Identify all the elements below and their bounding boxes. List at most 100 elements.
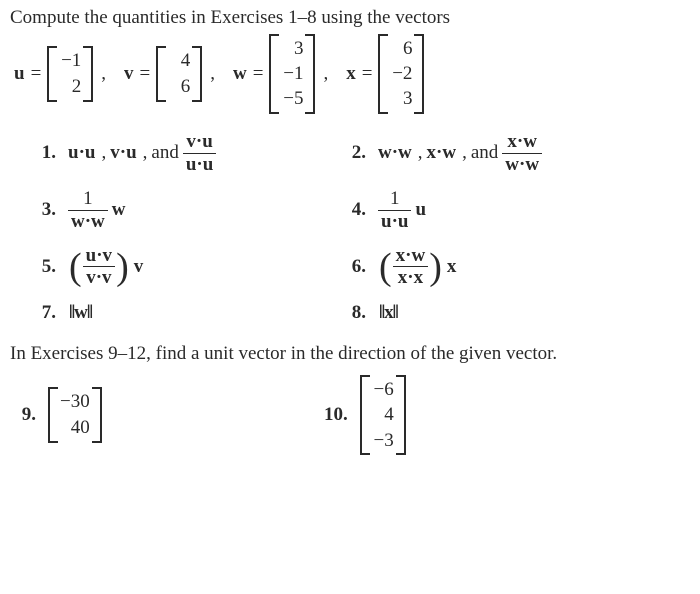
matrix-10: −6 4 −3: [360, 375, 406, 455]
e1-frac-bot: u·u: [183, 154, 216, 175]
matrix-w: 3 −1 −5: [269, 34, 315, 114]
u-1: 2: [59, 75, 81, 99]
intro-text: Compute the quantities in Exercises 1–8 …: [10, 6, 690, 30]
e5-right: v: [134, 256, 144, 278]
ex5-body: ( u·v v·v ) v: [68, 246, 143, 289]
e3-frac: 1 w·w: [68, 189, 108, 232]
page: Compute the quantities in Exercises 1–8 …: [0, 0, 700, 465]
e6-frac: x·w x·x: [393, 246, 429, 289]
exercise-7: 7. ‖w‖: [34, 302, 334, 324]
ex-num-3: 3.: [34, 199, 56, 221]
e1-frac: v·u u·u: [183, 132, 216, 175]
section-9-12-intro: In Exercises 9–12, find a unit vector in…: [10, 342, 690, 367]
equals: =: [253, 63, 264, 85]
exercise-2: 2. w·w, x·w, and x·w w·w: [344, 132, 700, 175]
matrix-v: 4 6: [156, 46, 202, 102]
e5-bot: v·v: [83, 267, 114, 288]
vector-definitions: u = −1 2 , v = 4 6: [14, 34, 690, 114]
ex10-1: 4: [372, 403, 394, 427]
e6-top: x·w: [393, 246, 429, 267]
exercise-3: 3. 1 w·w w: [34, 189, 334, 232]
def-w: w = 3 −1 −5 ,: [233, 34, 328, 114]
ex-num-2: 2.: [344, 142, 366, 164]
equals: =: [140, 63, 151, 85]
equals: =: [362, 63, 373, 85]
and: and: [471, 142, 498, 164]
ex-num-8: 8.: [344, 302, 366, 324]
e4-frac: 1 u·u: [378, 189, 411, 232]
e4-right: u: [415, 199, 426, 221]
exercise-6: 6. ( x·w x·x ) x: [344, 246, 700, 289]
vec-x-name: x: [346, 63, 356, 85]
e6-paren: ( x·w x·x ): [378, 246, 443, 289]
x-2: 3: [390, 87, 412, 111]
ex4-body: 1 u·u u: [378, 189, 426, 232]
ex-num-1: 1.: [34, 142, 56, 164]
e2-frac-top: x·w: [504, 132, 540, 153]
e3-right: w: [112, 199, 126, 221]
ex2-body: w·w, x·w, and x·w w·w: [378, 132, 542, 175]
exercise-grid-1-8: 1. u·u, v·u, and v·u u·u 2. w·w, x·w, an…: [34, 132, 690, 325]
comma: ,: [99, 63, 106, 85]
ex-num-9: 9.: [14, 404, 36, 426]
e3-top: 1: [80, 189, 96, 210]
ex-num-5: 5.: [34, 256, 56, 278]
matrix-x: 6 −2 3: [378, 34, 424, 114]
vec-u-name: u: [14, 63, 25, 85]
v-0: 4: [168, 49, 190, 73]
w-1: −1: [281, 62, 303, 86]
matrix-9: −30 40: [48, 387, 102, 443]
vec-w-name: w: [233, 63, 247, 85]
exercise-1: 1. u·u, v·u, and v·u u·u: [34, 132, 334, 175]
exercise-5: 5. ( u·v v·v ) v: [34, 246, 334, 289]
e2-xw: x·w: [427, 142, 457, 164]
ex-num-6: 6.: [344, 256, 366, 278]
x-1: −2: [390, 62, 412, 86]
ex-num-10: 10.: [324, 404, 348, 426]
def-x: x = 6 −2 3: [346, 34, 424, 114]
matrix-u: −1 2: [47, 46, 93, 102]
ex-num-4: 4.: [344, 199, 366, 221]
comma: ,: [321, 63, 328, 85]
exercise-grid-9-10: 9. −30 40 10. −6 4 −3: [14, 375, 690, 455]
e2-frac-bot: w·w: [502, 154, 542, 175]
ex10-0: −6: [372, 378, 394, 402]
e5-top: u·v: [83, 246, 115, 267]
exercise-10: 10. −6 4 −3: [324, 375, 684, 455]
w-2: −5: [281, 87, 303, 111]
comma: ,: [208, 63, 215, 85]
ex1-body: u·u, v·u, and v·u u·u: [68, 132, 216, 175]
e6-right: x: [447, 256, 457, 278]
and: and: [151, 142, 178, 164]
x-0: 6: [390, 37, 412, 61]
v-1: 6: [168, 75, 190, 99]
ex9-0: −30: [60, 390, 90, 414]
e1-uu: u·u: [68, 142, 95, 164]
e4-bot: u·u: [378, 211, 411, 232]
exercise-9: 9. −30 40: [14, 375, 314, 455]
vec-v-name: v: [124, 63, 134, 85]
ex6-body: ( x·w x·x ) x: [378, 246, 456, 289]
e5-frac: u·v v·v: [83, 246, 115, 289]
ex-num-7: 7.: [34, 302, 56, 324]
e4-top: 1: [387, 189, 403, 210]
e2-ww: w·w: [378, 142, 412, 164]
u-0: −1: [59, 49, 81, 73]
ex3-body: 1 w·w w: [68, 189, 126, 232]
e2-frac: x·w w·w: [502, 132, 542, 175]
def-u: u = −1 2 ,: [14, 46, 106, 102]
e6-bot: x·x: [395, 267, 426, 288]
e5-paren: ( u·v v·v ): [68, 246, 130, 289]
e7-norm: ‖w‖: [68, 302, 93, 324]
equals: =: [31, 63, 42, 85]
w-0: 3: [281, 37, 303, 61]
def-v: v = 4 6 ,: [124, 46, 215, 102]
e1-frac-top: v·u: [183, 132, 215, 153]
e8-norm: ‖x‖: [378, 302, 399, 324]
exercise-8: 8. ‖x‖: [344, 302, 700, 324]
e3-bot: w·w: [68, 211, 108, 232]
e1-vu: v·u: [110, 142, 136, 164]
ex10-2: −3: [372, 429, 394, 453]
ex9-1: 40: [60, 416, 90, 440]
exercise-4: 4. 1 u·u u: [344, 189, 700, 232]
